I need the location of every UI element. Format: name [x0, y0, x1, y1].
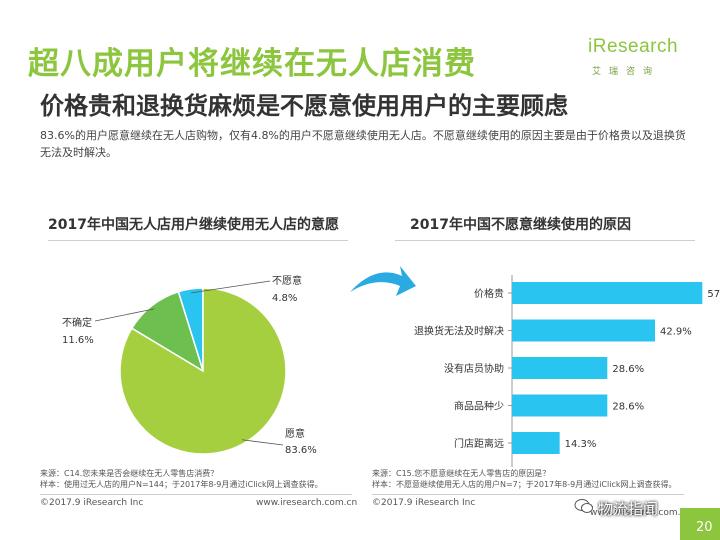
bar-category-label: 价格贵 — [474, 287, 504, 300]
bar-value-label: 28.6% — [612, 364, 644, 375]
bar-category-label: 商品品种少 — [454, 400, 504, 413]
bar — [512, 282, 703, 304]
bar-category-label: 门店距离远 — [454, 437, 504, 450]
pie-slice-0 — [119, 287, 287, 455]
logo-subtext: 艾瑞咨询 — [592, 67, 661, 77]
pie-chart: 愿意 83.6% 不确定 11.6% 不愿意 4.8% — [62, 274, 317, 456]
bar-value-label: 14.3% — [565, 439, 597, 450]
left-url: www.iresearch.com.cn — [256, 498, 358, 508]
right-source-line: 来源：C15.您不愿意继续在无人零售店的原因是？ — [372, 469, 551, 478]
pie-label: 愿意 — [285, 427, 305, 440]
page-title: 超八成用户将继续在无人店消费 — [28, 46, 476, 82]
bar-value-label: 57.1% — [707, 289, 720, 300]
bar-title-divider — [395, 240, 695, 241]
page-number: 20 — [680, 508, 720, 540]
pie-value-label: 4.8% — [272, 293, 297, 304]
bar-chart-title: 2017年中国不愿意继续使用的原因 — [410, 217, 631, 233]
wechat-watermark: 物流指闻 — [598, 500, 659, 518]
bar-value-label: 42.9% — [660, 327, 692, 338]
pie-value-label: 83.6% — [285, 445, 317, 456]
left-source-line: 来源：C14.您未来是否会继续在无人零售店消费？ — [40, 469, 219, 478]
bar — [512, 394, 608, 417]
bar-category-label: 退换货无法及时解决 — [414, 325, 504, 338]
pie-label: 不愿意 — [272, 274, 302, 287]
iresearch-logo: iResearch 艾瑞咨询 — [588, 36, 684, 84]
right-sample-line: 样本：不愿意继续使用无人店的用户N=7；于2017年8-9月通过iClick网上… — [372, 480, 677, 489]
wechat-icon — [574, 499, 593, 513]
bar — [512, 319, 655, 342]
pie-leader-line — [94, 308, 155, 322]
left-copyright: ©2017.9 iResearch Inc — [40, 498, 144, 508]
bar-value-label: 28.6% — [612, 402, 644, 413]
right-footer-divider — [372, 494, 684, 495]
pie-value-label: 11.6% — [62, 335, 94, 346]
right-copyright: ©2017.9 iResearch Inc — [372, 498, 476, 508]
left-footer-divider — [40, 494, 352, 495]
pie-title-divider — [48, 240, 348, 241]
bar — [512, 432, 560, 454]
right-url: www.iresearch.com.cn — [590, 508, 692, 518]
arrow-icon — [350, 266, 416, 296]
pie-leader-line — [241, 439, 284, 446]
right-source: 来源：C15.您不愿意继续在无人零售店的原因是？ 样本：不愿意继续使用无人店的用… — [372, 468, 677, 490]
page-description: 83.6%的用户愿意继续在无人店购物，仅有4.8%的用户不愿意继续使用无人店。不… — [40, 129, 686, 159]
left-sample-line: 样本：使用过无人店的用户N=144；于2017年8-9月通过iClick网上调查… — [40, 480, 323, 489]
bar-chart: 价格贵 57.1% 退换货无法及时解决 42.9% 没有店员协助 28.6% 商品品种少 28… — [414, 275, 720, 467]
logo-text: iResearch — [588, 36, 679, 57]
pie-label: 不确定 — [62, 316, 92, 329]
page-subtitle: 价格贵和退换货麻烦是不愿意使用用户的主要顾虑 — [40, 92, 568, 120]
bar — [512, 357, 608, 379]
left-source: 来源：C14.您未来是否会继续在无人零售店消费？ 样本：使用过无人店的用户N=1… — [40, 468, 323, 490]
pie-chart-title: 2017年中国无人店用户继续使用无人店的意愿 — [48, 217, 339, 233]
pie-leader-line — [191, 280, 271, 294]
bar-category-label: 没有店员协助 — [444, 362, 504, 375]
